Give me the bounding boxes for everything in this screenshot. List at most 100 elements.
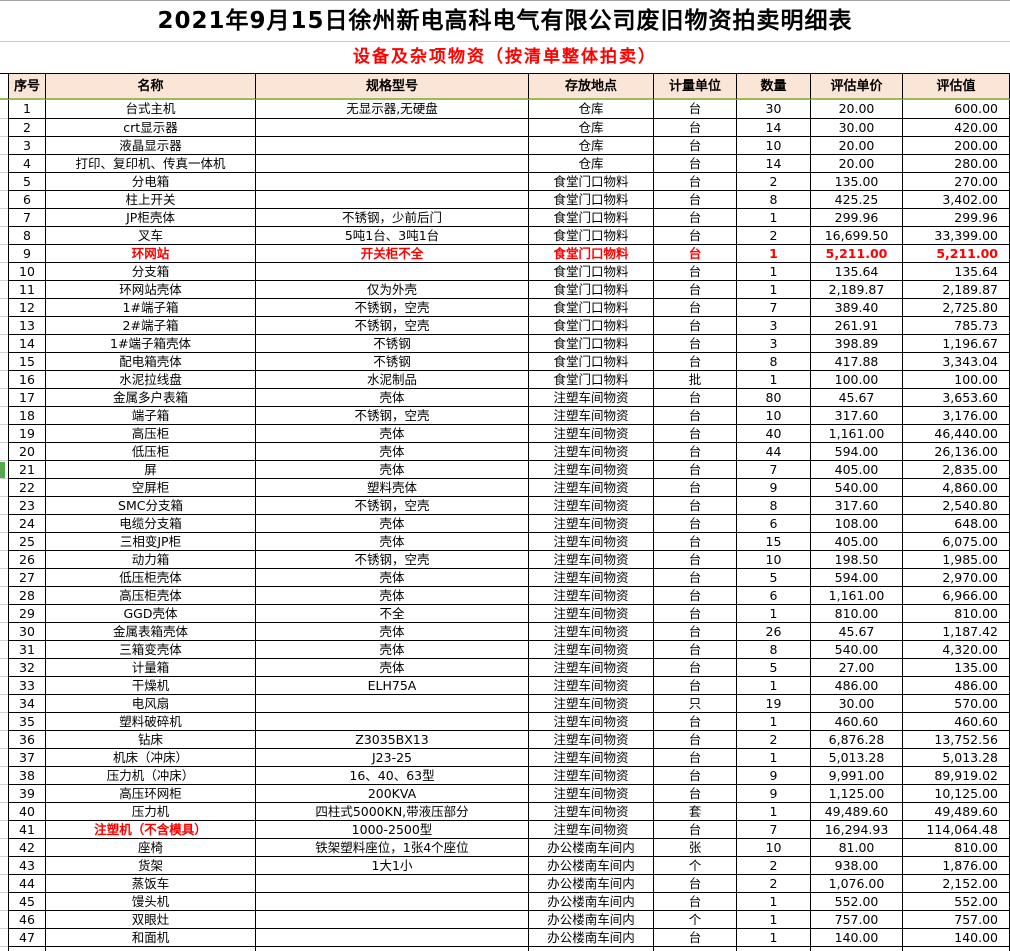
cell-spec[interactable]: 塑料壳体 (255, 478, 528, 496)
cell-value[interactable]: 299.96 (902, 208, 1010, 226)
cell-value[interactable]: 757.00 (902, 910, 1010, 928)
cell-price[interactable]: 20.00 (810, 100, 902, 118)
cell-spec[interactable] (255, 136, 528, 154)
cell-value[interactable]: 200.00 (902, 136, 1010, 154)
cell-name[interactable]: 压力机 (45, 802, 255, 820)
cell-unit[interactable]: 台 (653, 244, 736, 262)
cell-no[interactable]: 37 (8, 748, 45, 766)
cell-loc[interactable]: 食堂门口物料 (528, 172, 653, 190)
cell-loc[interactable]: 注塑车间物资 (528, 640, 653, 658)
cell-unit[interactable]: 台 (653, 262, 736, 280)
cell-price[interactable]: 135.64 (810, 262, 902, 280)
cell-unit[interactable]: 台 (653, 766, 736, 784)
cell-unit[interactable]: 台 (653, 640, 736, 658)
cell-value[interactable]: 2,725.80 (902, 298, 1010, 316)
cell-value[interactable]: 570.00 (902, 694, 1010, 712)
cell-qty[interactable]: 10 (736, 136, 810, 154)
cell-spec[interactable]: J23-25 (255, 748, 528, 766)
cell-unit[interactable]: 台 (653, 784, 736, 802)
cell-unit[interactable]: 台 (653, 550, 736, 568)
cell-no[interactable]: 47 (8, 928, 45, 946)
cell-loc[interactable]: 注塑车间物资 (528, 622, 653, 640)
cell-qty[interactable]: 3 (736, 334, 810, 352)
cell-name[interactable]: 空屏柜 (45, 478, 255, 496)
cell-value[interactable]: 785.73 (902, 316, 1010, 334)
cell-price[interactable]: 6,876.28 (810, 730, 902, 748)
cell-name[interactable]: 计量箱 (45, 658, 255, 676)
cell-value[interactable]: 26,136.00 (902, 442, 1010, 460)
cell-unit[interactable]: 台 (653, 118, 736, 136)
cell-name[interactable]: 塑料破碎机 (45, 712, 255, 730)
cell-spec[interactable] (255, 190, 528, 208)
cell-empty[interactable] (810, 946, 902, 951)
cell-price[interactable]: 5,013.28 (810, 748, 902, 766)
cell-name[interactable]: 压力机（冲床） (45, 766, 255, 784)
cell-qty[interactable]: 10 (736, 406, 810, 424)
cell-price[interactable]: 20.00 (810, 154, 902, 172)
cell-loc[interactable]: 注塑车间物资 (528, 784, 653, 802)
cell-name[interactable]: 环网站 (45, 244, 255, 262)
cell-loc[interactable]: 食堂门口物料 (528, 244, 653, 262)
cell-value[interactable]: 3,343.04 (902, 352, 1010, 370)
cell-qty[interactable]: 10 (736, 550, 810, 568)
cell-loc[interactable]: 食堂门口物料 (528, 316, 653, 334)
cell-qty[interactable]: 5 (736, 568, 810, 586)
cell-no[interactable]: 43 (8, 856, 45, 874)
cell-no[interactable]: 20 (8, 442, 45, 460)
cell-value[interactable]: 2,970.00 (902, 568, 1010, 586)
cell-no[interactable]: 30 (8, 622, 45, 640)
cell-no[interactable]: 11 (8, 280, 45, 298)
header-qty[interactable]: 数量 (736, 73, 810, 100)
cell-qty[interactable]: 9 (736, 784, 810, 802)
cell-loc[interactable]: 食堂门口物料 (528, 208, 653, 226)
cell-qty[interactable]: 3 (736, 316, 810, 334)
cell-value[interactable]: 600.00 (902, 100, 1010, 118)
cell-unit[interactable]: 套 (653, 802, 736, 820)
cell-spec[interactable]: 不全 (255, 604, 528, 622)
header-unit[interactable]: 计量单位 (653, 73, 736, 100)
cell-qty[interactable]: 9 (736, 478, 810, 496)
cell-qty[interactable]: 19 (736, 694, 810, 712)
cell-loc[interactable]: 仓库 (528, 100, 653, 118)
cell-spec[interactable]: 不锈钢 (255, 352, 528, 370)
cell-loc[interactable]: 注塑车间物资 (528, 442, 653, 460)
cell-qty[interactable]: 15 (736, 532, 810, 550)
cell-name[interactable]: 柱上开关 (45, 190, 255, 208)
cell-name[interactable]: 液晶显示器 (45, 136, 255, 154)
cell-loc[interactable]: 注塑车间物资 (528, 532, 653, 550)
cell-qty[interactable]: 2 (736, 172, 810, 190)
cell-spec[interactable]: 1大1小 (255, 856, 528, 874)
cell-no[interactable]: 8 (8, 226, 45, 244)
cell-loc[interactable]: 注塑车间物资 (528, 568, 653, 586)
cell-unit[interactable]: 台 (653, 748, 736, 766)
cell-loc[interactable]: 办公楼南车间内 (528, 856, 653, 874)
cell-spec[interactable]: 不锈钢，空壳 (255, 496, 528, 514)
cell-value[interactable]: 2,189.87 (902, 280, 1010, 298)
cell-qty[interactable]: 8 (736, 352, 810, 370)
cell-loc[interactable]: 食堂门口物料 (528, 370, 653, 388)
cell-no[interactable]: 34 (8, 694, 45, 712)
cell-name[interactable]: 金属多户表箱 (45, 388, 255, 406)
cell-value[interactable]: 2,152.00 (902, 874, 1010, 892)
cell-qty[interactable]: 1 (736, 244, 810, 262)
cell-qty[interactable]: 1 (736, 280, 810, 298)
cell-value[interactable]: 3,176.00 (902, 406, 1010, 424)
cell-loc[interactable]: 注塑车间物资 (528, 514, 653, 532)
header-price[interactable]: 评估单价 (810, 73, 902, 100)
cell-spec[interactable]: 壳体 (255, 442, 528, 460)
cell-loc[interactable]: 注塑车间物资 (528, 478, 653, 496)
cell-name[interactable]: 蒸饭车 (45, 874, 255, 892)
cell-empty[interactable] (45, 946, 255, 951)
cell-value[interactable]: 49,489.60 (902, 802, 1010, 820)
cell-name[interactable]: 1#端子箱 (45, 298, 255, 316)
cell-spec[interactable]: 壳体 (255, 640, 528, 658)
cell-qty[interactable]: 6 (736, 586, 810, 604)
cell-no[interactable]: 27 (8, 568, 45, 586)
cell-value[interactable]: 3,653.60 (902, 388, 1010, 406)
cell-unit[interactable]: 台 (653, 208, 736, 226)
cell-price[interactable]: 405.00 (810, 460, 902, 478)
cell-unit[interactable]: 台 (653, 442, 736, 460)
cell-loc[interactable]: 注塑车间物资 (528, 550, 653, 568)
cell-unit[interactable]: 台 (653, 298, 736, 316)
cell-name[interactable]: 分电箱 (45, 172, 255, 190)
